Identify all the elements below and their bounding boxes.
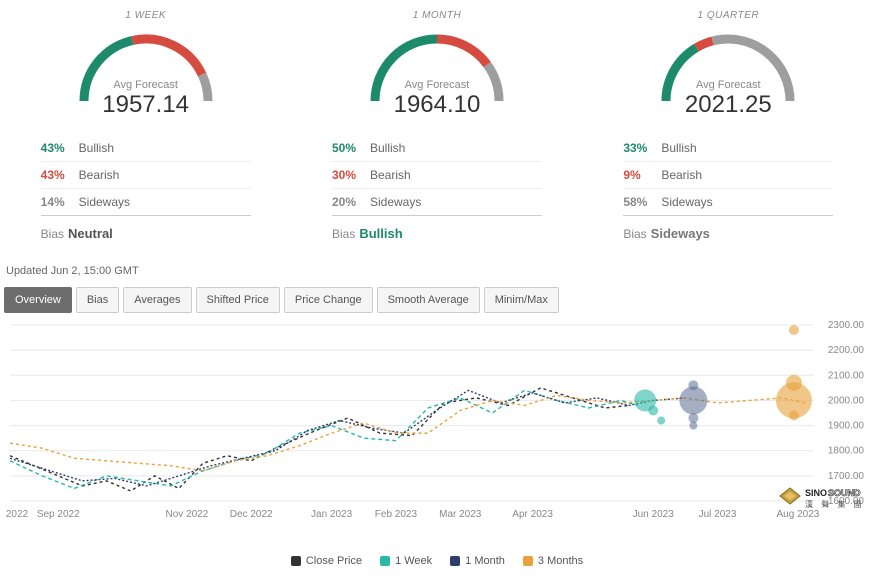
svg-text:2300.00: 2300.00 (828, 321, 865, 331)
tab-averages[interactable]: Averages (123, 287, 191, 313)
svg-text:Apr 2023: Apr 2023 (512, 509, 553, 520)
svg-text:Sep 2022: Sep 2022 (37, 509, 80, 520)
gauge-stats: 43%Bullish 43%Bearish 14%Sideways (41, 135, 251, 216)
gauge-card-2: 1 QUARTER Avg Forecast 2021.25 33%Bullis… (593, 10, 863, 251)
watermark: SINO SOUND 漢 聲 集 團 (778, 484, 868, 523)
gauge-value: 2021.25 (593, 91, 863, 119)
gauge-title: 1 MONTH (302, 10, 572, 21)
tab-overview[interactable]: Overview (4, 287, 72, 313)
gauge-label: Avg Forecast (11, 79, 281, 91)
svg-text:Jun 2023: Jun 2023 (633, 509, 675, 520)
tabs: OverviewBiasAveragesShifted PricePrice C… (0, 287, 874, 321)
svg-text:2200.00: 2200.00 (828, 345, 865, 356)
legend-item: 1 Month (450, 555, 505, 567)
tab-shifted-price[interactable]: Shifted Price (196, 287, 280, 313)
tab-price-change[interactable]: Price Change (284, 287, 373, 313)
gauge-title: 1 QUARTER (593, 10, 863, 21)
gauge-card-1: 1 MONTH Avg Forecast 1964.10 50%Bullish … (302, 10, 572, 251)
svg-text:Nov 2022: Nov 2022 (165, 509, 208, 520)
svg-text:Mar 2023: Mar 2023 (439, 509, 482, 520)
chart: 1600.001700.001800.001900.002000.002100.… (0, 321, 874, 551)
svg-text:Feb 2023: Feb 2023 (375, 509, 418, 520)
svg-text:Jan 2023: Jan 2023 (311, 509, 353, 520)
svg-text:1800.00: 1800.00 (828, 446, 865, 457)
gauge-label: Avg Forecast (302, 79, 572, 91)
legend-item: 3 Months (523, 555, 583, 567)
tab-bias[interactable]: Bias (76, 287, 119, 313)
gauge-stats: 33%Bullish 9%Bearish 58%Sideways (623, 135, 833, 216)
gauge-card-0: 1 WEEK Avg Forecast 1957.14 43%Bullish 4… (11, 10, 281, 251)
updated-text: Updated Jun 2, 15:00 GMT (0, 251, 874, 287)
tab-smooth-average[interactable]: Smooth Average (377, 287, 480, 313)
svg-text:SOUND: SOUND (828, 488, 861, 498)
legend-item: 1 Week (380, 555, 432, 567)
svg-text:Jul 2023: Jul 2023 (699, 509, 737, 520)
svg-text:ug 2022: ug 2022 (6, 509, 29, 520)
gauge-stats: 50%Bullish 30%Bearish 20%Sideways (332, 135, 542, 216)
svg-text:2100.00: 2100.00 (828, 370, 865, 381)
svg-text:1900.00: 1900.00 (828, 421, 865, 432)
svg-text:1700.00: 1700.00 (828, 471, 865, 482)
svg-text:SINO: SINO (805, 488, 827, 498)
legend-item: Close Price (291, 555, 362, 567)
legend: Close Price 1 Week 1 Month 3 Months (0, 551, 874, 577)
gauge-label: Avg Forecast (593, 79, 863, 91)
svg-text:漢 聲 集 團: 漢 聲 集 團 (805, 499, 865, 509)
gauge-title: 1 WEEK (11, 10, 281, 21)
tab-minim-max[interactable]: Minim/Max (484, 287, 559, 313)
gauge-value: 1957.14 (11, 91, 281, 119)
svg-text:Dec 2022: Dec 2022 (230, 509, 273, 520)
svg-text:2000.00: 2000.00 (828, 395, 865, 406)
gauge-value: 1964.10 (302, 91, 572, 119)
